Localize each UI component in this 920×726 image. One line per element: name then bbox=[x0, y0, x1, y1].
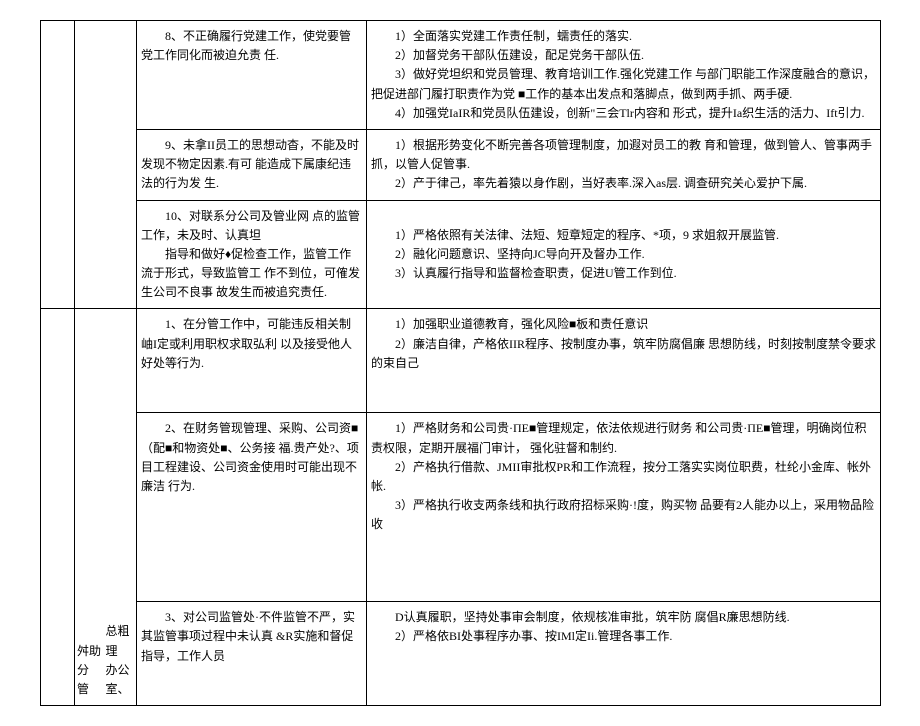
table-cell: 10、对联系分公司及管业网 点的监管工作，未及时、认真坦 指导和做好♦促检查工作… bbox=[137, 200, 367, 309]
table-cell: 9、未拿II员工的思想动杳，不能及时发现不物定因素.有可 能造成下属康纪违法的行… bbox=[137, 129, 367, 200]
table-cell: 2、在财务管现管理、采购、公司资■（配■和物资处■、公务接 福.贵产处?、项目工… bbox=[137, 413, 367, 602]
table-cell: 8、不正确履行党建工作，使党要管党工作同化而被迫允责 任. bbox=[137, 21, 367, 130]
table-cell: 1）严格依照有关法律、法短、短章短定的程序、*项，9 求姐叙开展监管. 2）融化… bbox=[367, 200, 881, 309]
role-right: 总粗理办公室、 bbox=[106, 315, 135, 699]
table-cell bbox=[41, 309, 75, 706]
role-label-cell: 舛助分 管总粗理办公室、 bbox=[75, 309, 137, 706]
table-cell: 1）严格财务和公司贵·ΠE■管理规定，依法依规进行财务 和公司贵·ΠE■管理，明… bbox=[367, 413, 881, 602]
table-cell: D认真履职，坚持处事审会制度，依规核准审批，筑牢防 腐倡R廉思想防线. 2）严格… bbox=[367, 602, 881, 706]
table-cell bbox=[41, 21, 75, 309]
role-left: 舛助分 管 bbox=[77, 335, 106, 700]
policy-table: 8、不正确履行党建工作，使党要管党工作同化而被迫允责 任. 1）全面落实党建工作… bbox=[40, 20, 881, 706]
table-cell: 3、对公司监管处·不件监管不严，实其监管事项过程中未认真 &R实施和督促指导，工… bbox=[137, 602, 367, 706]
table-cell: 1）全面落实党建工作责任制，蠕责任的落实. 2）加督党务干部队伍建设，配足党务干… bbox=[367, 21, 881, 130]
table-cell: 1）根据形势变化不断完善各项管理制度，加遐对员工的教 育和管理，做到管人、管事两… bbox=[367, 129, 881, 200]
table-cell bbox=[75, 21, 137, 309]
table-cell: 1、在分管工作中，可能违反相关制岫I定或利用职权求取弘利 以及接受他人好处等行为… bbox=[137, 309, 367, 413]
table-cell: 1）加强职业道德教育，强化风险■板和责任意识 2）廉洁自律，产格依IIR程序、按… bbox=[367, 309, 881, 413]
